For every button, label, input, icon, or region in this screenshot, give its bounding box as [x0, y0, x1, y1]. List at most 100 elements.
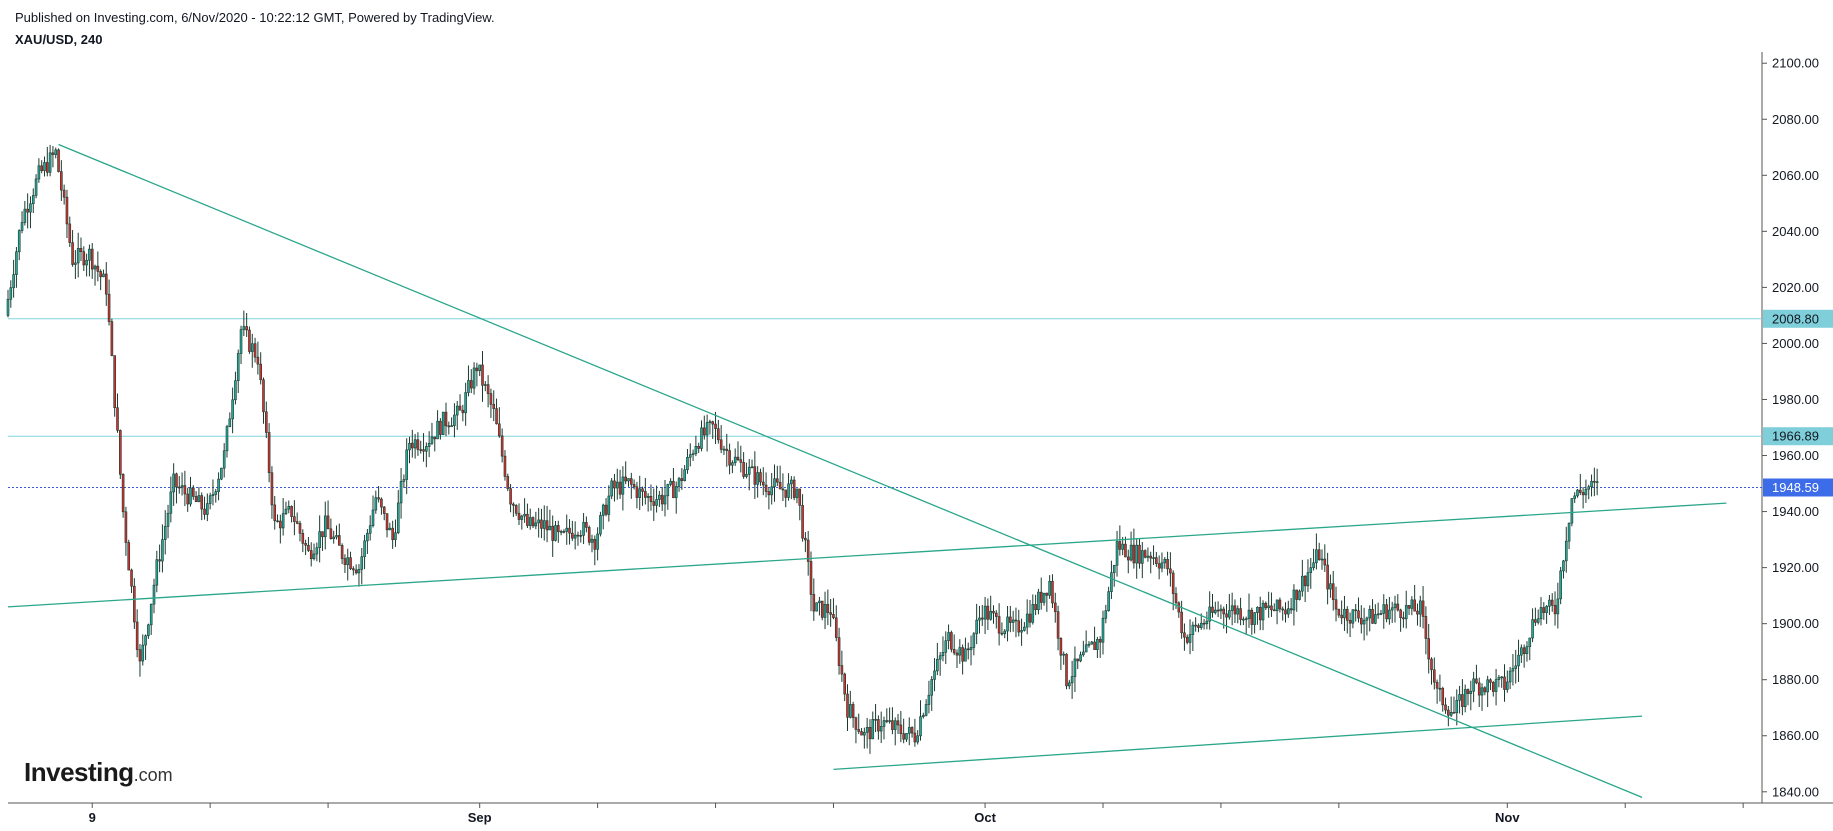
candle-down: [877, 719, 880, 732]
price-tick-label: 1960.00: [1772, 448, 1819, 463]
candle-down: [352, 568, 355, 571]
candle-up: [655, 499, 658, 506]
candle-down: [1340, 614, 1343, 619]
candle-up: [102, 273, 105, 278]
candle-up: [565, 527, 569, 532]
candle-up: [76, 248, 80, 264]
candle-down: [860, 731, 863, 736]
candle-down: [618, 481, 622, 495]
candle-down: [416, 439, 420, 450]
candle-up: [1312, 562, 1315, 569]
candle-up: [1275, 599, 1279, 611]
candle-up: [163, 526, 167, 540]
candle-down: [1475, 678, 1478, 684]
candle-down: [526, 513, 529, 526]
candle-up: [599, 515, 602, 535]
candle-up: [674, 486, 678, 499]
candle-down: [1542, 607, 1546, 613]
candle-down: [1065, 653, 1068, 687]
candle-down: [725, 448, 729, 451]
candle-up: [1309, 567, 1313, 573]
candle-up: [1388, 609, 1391, 620]
candle-up: [1048, 580, 1051, 596]
candle-down: [1258, 606, 1262, 621]
candle-up: [54, 149, 58, 155]
candle-down: [613, 480, 616, 489]
candle-up: [818, 600, 821, 604]
candle-up: [1121, 543, 1124, 550]
candle-down: [806, 539, 810, 562]
candle-down: [444, 411, 448, 427]
candle-down: [1239, 608, 1242, 620]
price-tick-label: 2080.00: [1772, 112, 1819, 127]
candle-up: [1590, 480, 1593, 488]
candle-down: [672, 480, 675, 499]
candle-up: [865, 727, 869, 733]
candle-down: [995, 612, 998, 617]
candle-down: [1483, 687, 1487, 693]
candle-up: [12, 274, 15, 289]
candle-down: [902, 733, 905, 740]
candle-down: [200, 495, 204, 510]
candle-down: [854, 717, 858, 730]
candle-down: [253, 343, 257, 358]
candle-down: [99, 271, 102, 278]
candle-down: [1289, 608, 1293, 611]
candle-down: [1143, 550, 1147, 558]
logo-suffix: .com: [133, 765, 173, 785]
price-tick-label: 1860.00: [1772, 728, 1819, 743]
candle-down: [604, 504, 608, 515]
candle-up: [427, 443, 431, 447]
candle-up: [1070, 676, 1074, 684]
candle-down: [961, 647, 964, 662]
candle-down: [177, 486, 181, 489]
candle-up: [795, 488, 799, 498]
candle-up: [149, 603, 153, 626]
candle-up: [368, 525, 372, 534]
candle-up: [1006, 616, 1009, 632]
candle-up: [20, 222, 24, 231]
candle-down: [1345, 608, 1349, 621]
candle-down: [1503, 676, 1506, 690]
candle-up: [548, 525, 552, 531]
candle-up: [1087, 643, 1091, 646]
candle-up: [756, 472, 759, 485]
candle-up: [93, 265, 97, 270]
candle-down: [343, 558, 347, 565]
candle-down: [517, 512, 521, 520]
candle-down: [997, 616, 1001, 634]
candle-up: [1410, 599, 1414, 609]
candle-down: [104, 273, 108, 295]
candle-up: [1115, 541, 1119, 566]
candle-down: [759, 472, 762, 483]
price-tick-label: 2020.00: [1772, 280, 1819, 295]
logo-brand: Investing: [24, 757, 134, 787]
candle-down: [1579, 489, 1582, 493]
candle-up: [399, 481, 403, 504]
candle-up: [1382, 604, 1386, 614]
candle-up: [1368, 609, 1372, 619]
candle-up: [1188, 634, 1192, 643]
candle-up: [1351, 609, 1355, 624]
candle-down: [834, 617, 838, 638]
candle-down: [509, 488, 512, 505]
candle-down: [447, 425, 451, 428]
candle-up: [1584, 488, 1588, 496]
candle-down: [736, 456, 740, 461]
candle-up: [234, 380, 237, 401]
candle-down: [980, 617, 984, 620]
candle-down: [1402, 617, 1405, 620]
candle-down: [1180, 611, 1183, 634]
candle-up: [537, 519, 540, 524]
candle-up: [1449, 712, 1453, 716]
candle-down: [265, 411, 268, 433]
candle-down: [1477, 682, 1481, 696]
candle-up: [669, 480, 672, 485]
candle-up: [242, 326, 246, 330]
candle-up: [1112, 564, 1116, 574]
candle-up: [231, 399, 234, 420]
candle-up: [189, 487, 192, 505]
price-tick-label: 1840.00: [1772, 784, 1819, 799]
candle-down: [857, 729, 861, 732]
